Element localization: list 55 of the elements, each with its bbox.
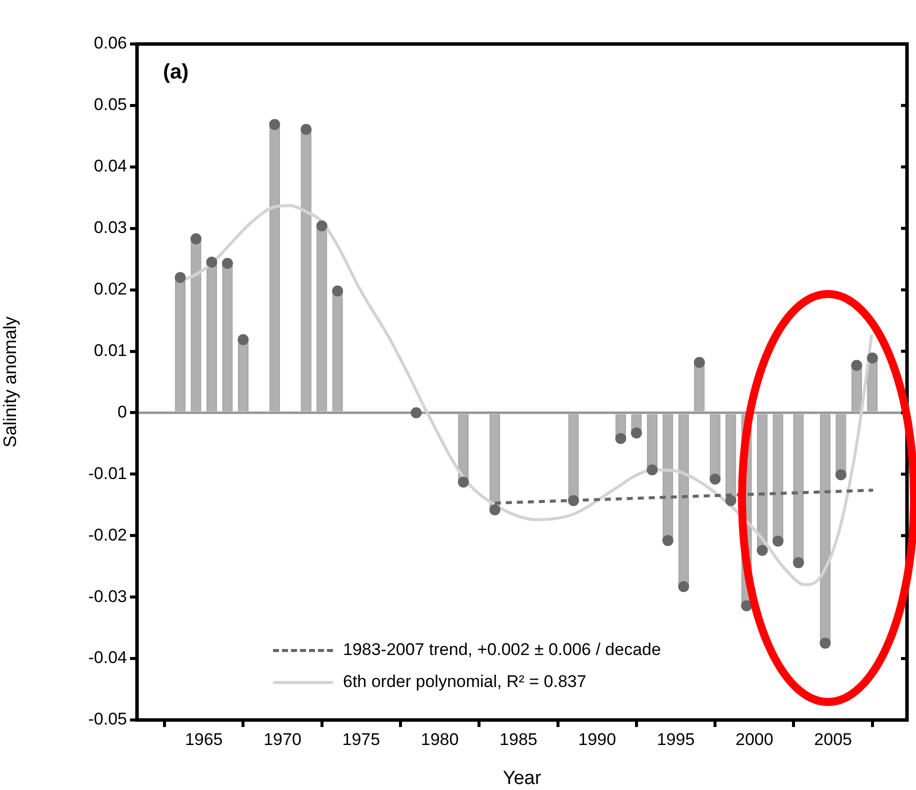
x-tick-label: 2005	[814, 730, 852, 749]
point	[646, 464, 658, 476]
y-tick-label: 0	[118, 402, 127, 422]
annotation: (a)	[163, 60, 189, 84]
x-tick-label: 2000	[736, 730, 774, 749]
point	[269, 119, 280, 130]
point	[741, 600, 752, 612]
y-tick-label: -0.01	[88, 464, 127, 483]
y-tick-label: 0.06	[94, 34, 127, 53]
y-tick-label: 0.03	[94, 218, 127, 238]
point	[332, 286, 344, 297]
point	[410, 407, 422, 418]
point	[190, 233, 202, 244]
y-tick-label: 0.02	[94, 280, 127, 299]
point	[772, 536, 784, 547]
x-tick-label: 1985	[500, 730, 538, 749]
y-tick-label: -0.02	[88, 525, 127, 544]
y-axis-title: Salinity anomaly	[0, 316, 20, 448]
point	[206, 256, 218, 268]
point	[489, 504, 500, 516]
point	[238, 334, 249, 346]
legend-label: 6th order polynomial, R² = 0.837	[343, 672, 586, 692]
point	[568, 495, 580, 506]
point	[222, 258, 233, 269]
x-tick-label: 1995	[656, 730, 695, 749]
point	[300, 124, 312, 135]
x-axis-title: Year	[502, 768, 542, 789]
point	[756, 544, 768, 556]
y-tick-label: 0.04	[94, 156, 127, 176]
y-tick-label: 0.05	[94, 95, 127, 114]
legend-label: 1983-2007 trend, +0.002 ± 0.006 / decade	[343, 640, 661, 660]
point	[725, 495, 736, 506]
point	[630, 428, 642, 439]
y-tick-label: 0.01	[94, 340, 127, 360]
point	[851, 360, 862, 371]
x-tick-label: 1965	[184, 730, 223, 749]
point	[174, 272, 186, 284]
point	[678, 581, 690, 592]
x-tick-label: 1980	[420, 730, 459, 749]
point	[820, 638, 831, 649]
x-tick-label: 1990	[578, 730, 616, 749]
y-tick-label: -0.04	[88, 648, 127, 668]
point	[866, 352, 878, 364]
point	[316, 220, 328, 232]
y-tick-label: -0.03	[88, 586, 127, 606]
point	[792, 557, 804, 568]
y-tick-label: -0.05	[88, 710, 127, 729]
point	[835, 469, 846, 480]
x-tick-label: 1970	[264, 730, 302, 749]
point	[458, 476, 469, 488]
x-tick-label: 1975	[342, 730, 380, 749]
point	[662, 535, 674, 546]
point	[710, 474, 721, 485]
point	[694, 356, 705, 368]
point	[615, 433, 626, 444]
